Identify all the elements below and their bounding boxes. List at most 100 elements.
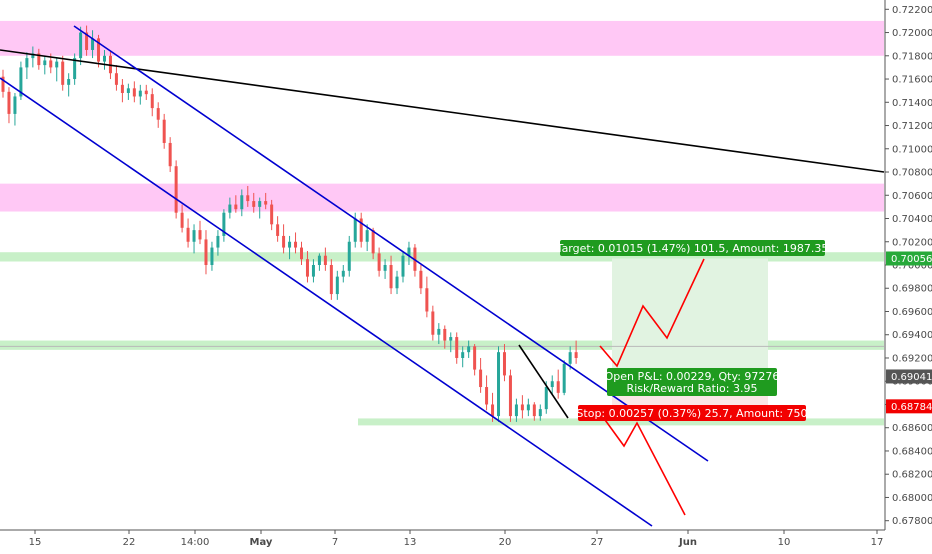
- candle: [180, 212, 184, 228]
- price-tag-label: 0.68784: [891, 402, 932, 413]
- candle: [186, 227, 190, 242]
- candle: [508, 375, 512, 417]
- candle: [514, 404, 518, 417]
- price-tag-label: 0.70056: [891, 254, 932, 265]
- price-tick-label: 0.68400: [892, 446, 932, 457]
- open-pnl-label-text: Open P&L: 0.00229, Qty: 97276: [605, 370, 780, 383]
- candle: [341, 270, 345, 277]
- support-zone: [0, 340, 884, 350]
- candle: [497, 352, 501, 417]
- time-tick-label: 7: [332, 537, 338, 548]
- price-tick-label: 0.68200: [892, 470, 932, 481]
- price-tick-label: 0.69400: [892, 330, 932, 341]
- candle: [198, 230, 202, 240]
- time-tick-label: Jun: [678, 537, 697, 548]
- candle: [264, 201, 268, 205]
- candle: [347, 241, 351, 271]
- candle: [502, 352, 506, 376]
- candle: [1, 76, 5, 92]
- candle: [443, 328, 447, 341]
- candle: [556, 381, 560, 393]
- price-tick-label: 0.71000: [892, 144, 932, 155]
- open-pnl-label-text: Risk/Reward Ratio: 3.95: [627, 382, 758, 395]
- target-label-box: [560, 240, 825, 256]
- candle: [174, 166, 178, 213]
- candle: [246, 195, 250, 202]
- open-pnl-label-box: [607, 368, 777, 396]
- price-tick-label: 0.70800: [892, 168, 932, 179]
- price-tick-label: 0.72000: [892, 28, 932, 39]
- candle: [425, 288, 429, 312]
- candle: [389, 265, 393, 289]
- candle: [538, 409, 542, 417]
- candle: [294, 241, 298, 248]
- profit-area: [612, 258, 768, 377]
- supply-zone: [0, 183, 884, 212]
- candle: [383, 265, 387, 271]
- price-tick-label: 0.67800: [892, 516, 932, 527]
- price-tick-label: 0.69200: [892, 353, 932, 364]
- support-zone: [358, 418, 884, 426]
- candle: [19, 67, 23, 97]
- candle: [562, 363, 566, 393]
- support-zone: [0, 252, 884, 262]
- bearish-projection-path: [599, 412, 686, 516]
- price-tick-label: 0.70400: [892, 214, 932, 225]
- candle: [329, 265, 333, 295]
- candle: [395, 276, 399, 289]
- candle: [407, 247, 411, 256]
- time-tick-label: 13: [404, 537, 417, 548]
- candle: [85, 32, 89, 50]
- candle: [532, 404, 536, 417]
- bullish-projection-path: [599, 258, 705, 368]
- stop-label-text: Stop: 0.00257 (0.37%) 25.7, Amount: 750: [576, 407, 807, 420]
- channel-lower-line: [0, 77, 653, 527]
- candle: [79, 32, 83, 59]
- candle: [270, 204, 274, 225]
- candle: [258, 201, 262, 207]
- candle: [192, 230, 196, 242]
- candle: [55, 61, 59, 68]
- candle: [102, 55, 106, 62]
- candle: [156, 108, 160, 120]
- time-tick-label: May: [250, 537, 273, 548]
- price-tag-box: [886, 251, 932, 266]
- candle: [300, 247, 303, 260]
- candle: [234, 204, 238, 210]
- candle: [449, 337, 453, 341]
- candle: [282, 235, 286, 248]
- candle: [114, 73, 118, 85]
- candle: [61, 61, 65, 85]
- candle: [377, 253, 381, 271]
- candle: [353, 218, 357, 242]
- candle: [401, 255, 405, 277]
- price-tag-label: 0.69041: [891, 372, 932, 383]
- time-tick-label: 10: [778, 537, 791, 548]
- candle: [276, 224, 280, 236]
- price-tick-label: 0.70200: [892, 237, 932, 248]
- candle: [138, 90, 142, 97]
- price-tick-label: 0.70600: [892, 191, 932, 202]
- target-label-text: Target: 0.01015 (1.47%) 101.5, Amount: 1…: [556, 242, 829, 255]
- candle: [126, 88, 130, 93]
- candle: [526, 404, 530, 411]
- candle: [359, 218, 363, 242]
- candle: [568, 352, 572, 364]
- candle: [288, 241, 292, 248]
- candle: [150, 94, 154, 109]
- candle: [479, 369, 483, 388]
- price-tick-label: 0.68000: [892, 493, 932, 504]
- candle: [25, 58, 29, 68]
- candle: [371, 230, 375, 254]
- candle: [520, 404, 524, 411]
- candle: [67, 79, 71, 85]
- candle: [37, 53, 41, 66]
- candle: [210, 247, 214, 265]
- price-axis-bg: [885, 0, 932, 550]
- candle: [228, 204, 232, 213]
- candle: [544, 387, 548, 410]
- price-tick-label: 0.70000: [892, 261, 932, 272]
- time-tick-label: 17: [871, 537, 884, 548]
